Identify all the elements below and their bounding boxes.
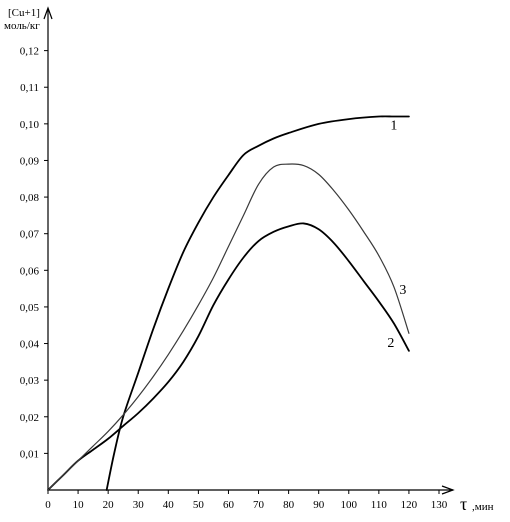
curve-label-1: 1 [390,118,397,133]
x-tick-label: 40 [163,499,175,511]
y-tick-label: 0,07 [20,229,40,241]
y-tick-label: 0,03 [20,375,40,387]
y-tick-label: 0,02 [20,412,39,424]
y-tick-label: 0,11 [20,82,39,94]
x-tick-label: 100 [341,499,358,511]
x-tick-label: 20 [103,499,115,511]
x-tick-label: 30 [133,499,145,511]
series-line-1 [105,115,410,491]
x-axis-arrow [441,485,455,495]
curve-label-2: 2 [387,336,394,351]
y-tick-label: 0,12 [20,46,39,58]
y-tick-label: 0,05 [20,302,40,314]
x-tick-label: 50 [193,499,205,511]
y-tick-label: 0,04 [20,339,40,351]
y-axis-arrow [43,6,53,20]
series-line-2 [47,222,410,491]
y-tick-label: 0,10 [20,119,40,131]
x-axis-unit: ,мин [472,501,494,513]
x-tick-label: 90 [313,499,325,511]
x-axis-symbol: τ [460,494,467,514]
x-tick-label: 120 [401,499,418,511]
y-tick-label: 0,09 [20,155,40,167]
series-line-3 [47,163,410,491]
y-axis-title: [Cu+1] [8,7,40,19]
x-tick-label: 10 [73,499,85,511]
x-tick-label: 70 [253,499,265,511]
x-tick-label: 80 [283,499,295,511]
x-tick-label: 60 [223,499,235,511]
y-axis-unit: моль/кг [4,20,40,32]
x-tick-label: 0 [45,499,51,511]
curve-label-3: 3 [399,283,406,298]
y-tick-label: 0,08 [20,192,40,204]
y-tick-label: 0,06 [20,265,40,277]
x-tick-label: 130 [431,499,448,511]
x-tick-label: 110 [371,499,388,511]
y-tick-label: 0,01 [20,448,39,460]
